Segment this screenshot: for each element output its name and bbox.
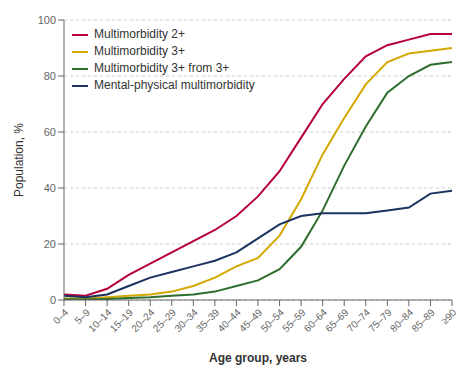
svg-text:70–74: 70–74 <box>345 306 373 334</box>
html-text:Mental-physical multimorbidity: Mental-physical multimorbidity <box>94 78 255 92</box>
svg-text:20: 20 <box>44 238 56 250</box>
svg-text:Population, %: Population, % <box>12 123 26 197</box>
svg-text:80–84: 80–84 <box>388 306 416 334</box>
svg-text:55–59: 55–59 <box>280 306 308 334</box>
svg-text:80: 80 <box>44 70 56 82</box>
svg-text:40: 40 <box>44 182 56 194</box>
svg-text:≥90: ≥90 <box>439 306 459 326</box>
svg-text:75–79: 75–79 <box>366 306 394 334</box>
svg-text:50–54: 50–54 <box>259 306 287 334</box>
svg-text:45–49: 45–49 <box>237 306 265 334</box>
svg-text:60–64: 60–64 <box>302 306 330 334</box>
svg-text:5–9: 5–9 <box>72 306 92 327</box>
svg-text:0–4: 0–4 <box>51 306 71 326</box>
svg-text:30–34: 30–34 <box>172 306 200 334</box>
html-text:Multimorbidity 3+ from 3+: Multimorbidity 3+ from 3+ <box>94 61 230 75</box>
svg-text:65–69: 65–69 <box>323 306 351 334</box>
svg-text:25–29: 25–29 <box>151 306 179 334</box>
svg-text:40–44: 40–44 <box>215 306 243 334</box>
html-text:Multimorbidity 3+: Multimorbidity 3+ <box>94 44 185 58</box>
svg-text:Age group, years: Age group, years <box>209 351 307 365</box>
svg-text:20–24: 20–24 <box>129 306 157 334</box>
svg-text:35–39: 35–39 <box>194 306 222 334</box>
svg-text:0: 0 <box>50 294 56 306</box>
svg-text:100: 100 <box>38 14 56 26</box>
svg-text:15–19: 15–19 <box>108 306 136 334</box>
svg-text:10–14: 10–14 <box>86 306 114 334</box>
svg-text:85–89: 85–89 <box>409 306 437 334</box>
svg-text:60: 60 <box>44 126 56 138</box>
html-text:Multimorbidity 2+: Multimorbidity 2+ <box>94 27 185 41</box>
